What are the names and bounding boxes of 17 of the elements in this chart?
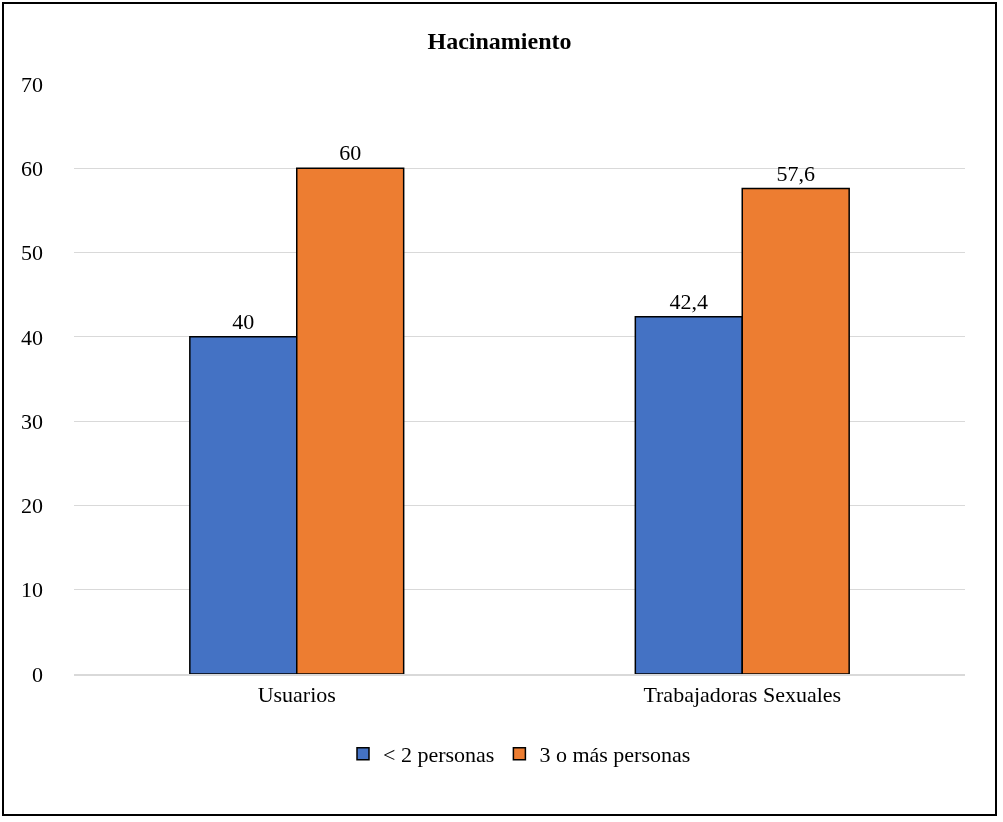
legend-label: 3 o más personas — [539, 742, 691, 768]
y-tick-label: 60 — [21, 155, 43, 181]
x-tick-label: Trabajadoras Sexuales — [643, 682, 842, 708]
y-tick-label: 20 — [21, 493, 43, 519]
y-tick-label: 40 — [21, 324, 43, 350]
data-label: 42,4 — [669, 288, 709, 314]
y-tick-label: 50 — [21, 240, 43, 266]
chart-title: Hacinamiento — [427, 28, 572, 55]
y-tick-label: 70 — [21, 71, 43, 97]
y-tick-label: 0 — [32, 661, 43, 687]
x-tick-label: Usuarios — [257, 682, 336, 708]
data-label: 60 — [339, 140, 362, 166]
y-tick-label: 30 — [21, 408, 43, 434]
data-label: 40 — [232, 308, 255, 334]
legend-label: < 2 personas — [383, 742, 495, 768]
y-tick-label: 10 — [21, 577, 43, 603]
data-label: 57,6 — [776, 160, 815, 186]
